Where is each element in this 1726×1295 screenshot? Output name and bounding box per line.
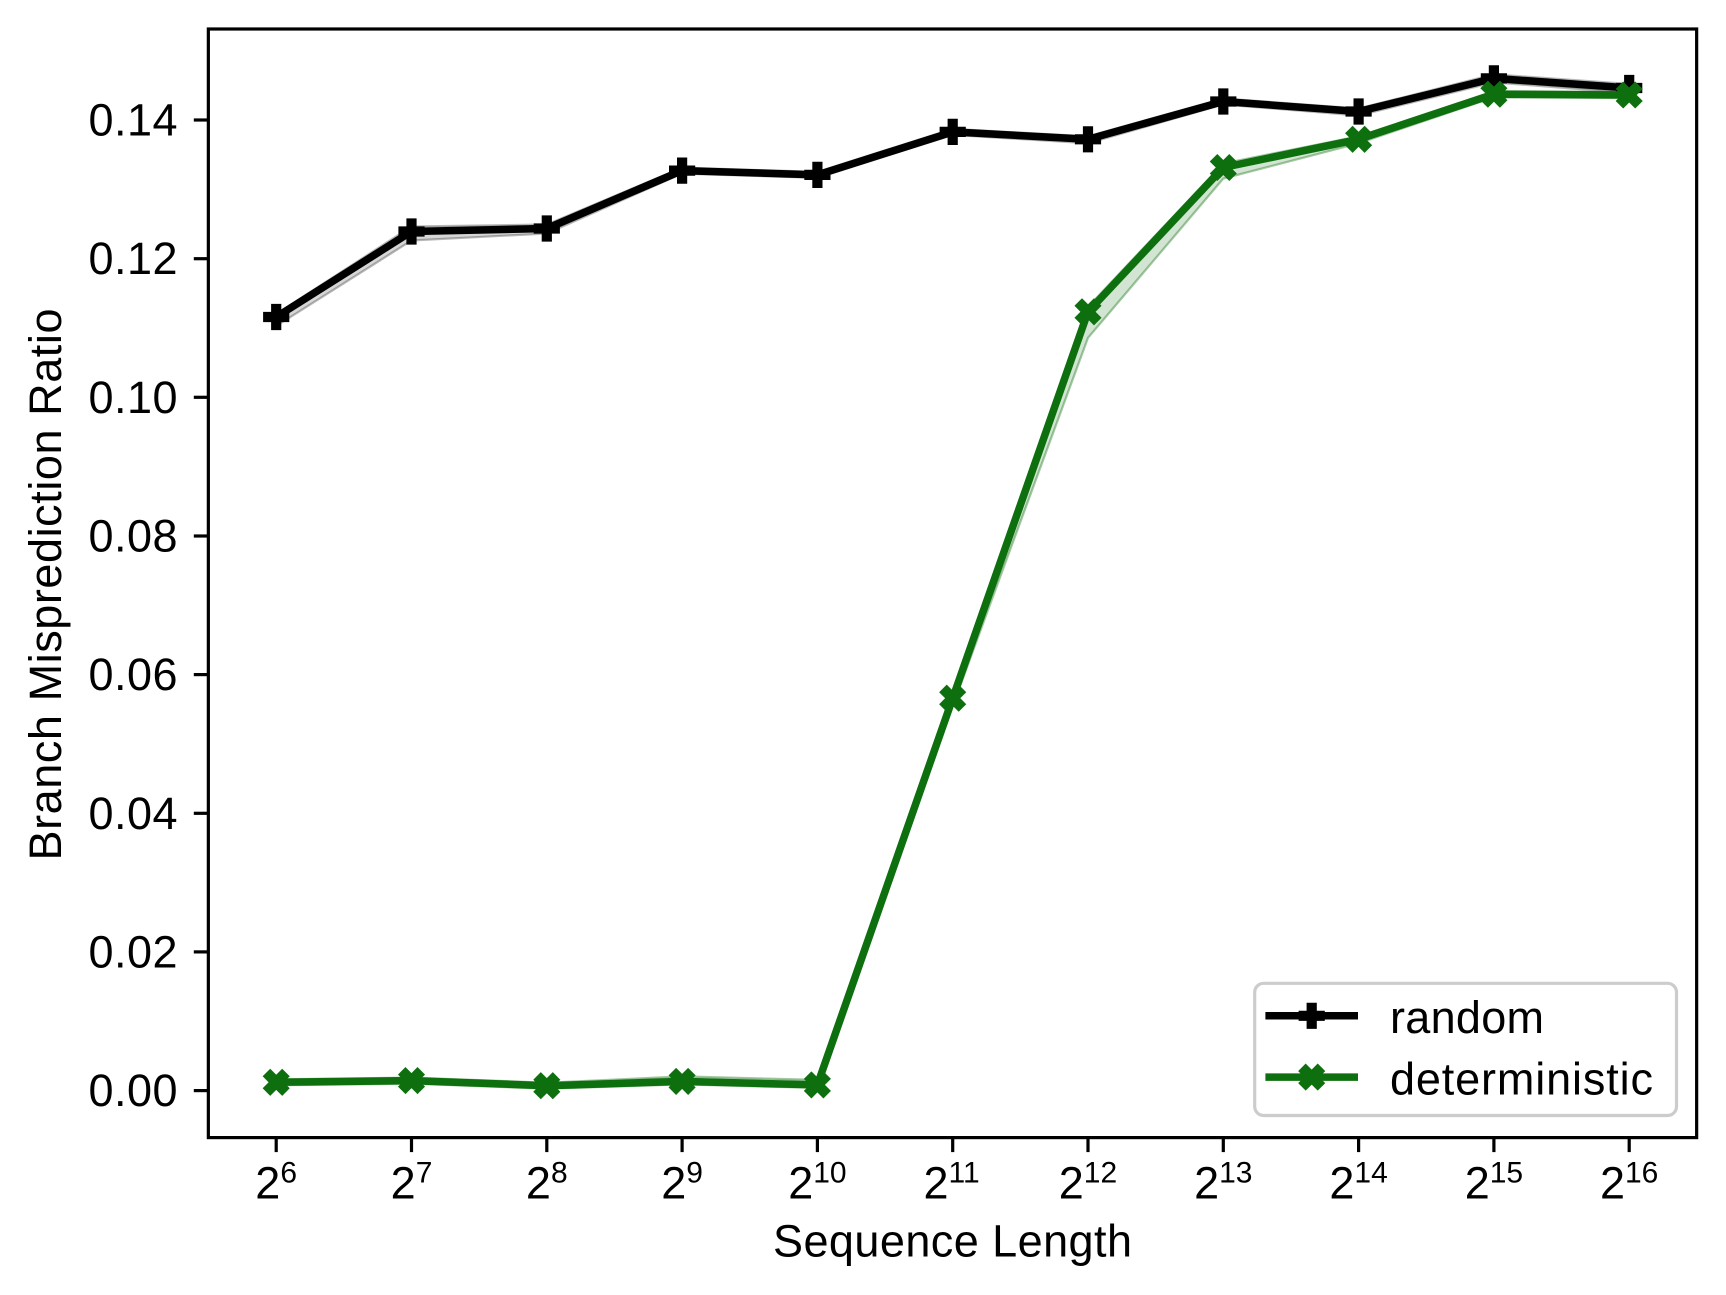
svg-text:0.02: 0.02 xyxy=(89,926,178,977)
svg-text:0.14: 0.14 xyxy=(89,95,178,146)
svg-text:2: 2 xyxy=(1059,1158,1084,1209)
svg-text:2: 2 xyxy=(526,1158,551,1209)
svg-text:deterministic: deterministic xyxy=(1390,1053,1653,1104)
svg-text:11: 11 xyxy=(949,1157,980,1190)
svg-text:6: 6 xyxy=(280,1157,297,1190)
svg-text:0.04: 0.04 xyxy=(89,788,178,839)
svg-text:2: 2 xyxy=(661,1158,686,1209)
svg-text:2: 2 xyxy=(924,1158,949,1209)
svg-text:13: 13 xyxy=(1219,1157,1252,1190)
svg-text:0.08: 0.08 xyxy=(89,511,178,562)
svg-text:14: 14 xyxy=(1354,1157,1387,1190)
svg-text:Branch Misprediction Ratio: Branch Misprediction Ratio xyxy=(20,309,71,861)
svg-text:2: 2 xyxy=(255,1158,280,1209)
svg-text:0.06: 0.06 xyxy=(89,649,178,700)
svg-text:16: 16 xyxy=(1625,1157,1658,1190)
svg-text:random: random xyxy=(1390,992,1544,1043)
svg-text:12: 12 xyxy=(1084,1157,1117,1190)
svg-text:8: 8 xyxy=(551,1157,568,1190)
svg-text:2: 2 xyxy=(1600,1158,1625,1209)
svg-text:0.00: 0.00 xyxy=(89,1065,178,1116)
svg-text:9: 9 xyxy=(686,1157,703,1190)
svg-text:2: 2 xyxy=(788,1158,813,1209)
svg-text:0.12: 0.12 xyxy=(89,233,178,284)
svg-text:2: 2 xyxy=(1329,1158,1354,1209)
svg-text:10: 10 xyxy=(813,1157,846,1190)
svg-text:2: 2 xyxy=(1465,1158,1490,1209)
svg-text:2: 2 xyxy=(1194,1158,1219,1209)
svg-text:7: 7 xyxy=(416,1157,433,1190)
svg-text:2: 2 xyxy=(391,1158,416,1209)
svg-text:15: 15 xyxy=(1490,1157,1523,1190)
svg-text:0.10: 0.10 xyxy=(89,372,178,423)
svg-text:Sequence Length: Sequence Length xyxy=(773,1215,1132,1266)
